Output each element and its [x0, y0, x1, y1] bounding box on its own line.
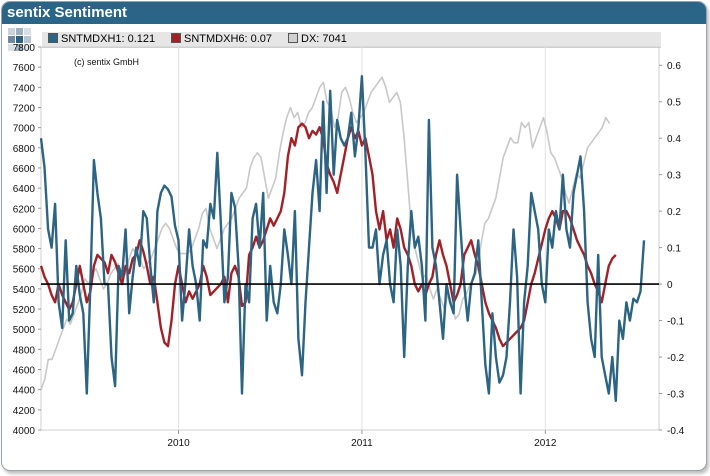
- legend-item-dx: DX: 7041: [288, 32, 347, 47]
- left-tick-label: 4200: [13, 406, 36, 417]
- right-tick-label: -0.2: [667, 353, 685, 364]
- title-bar: sentix Sentiment: [2, 2, 706, 24]
- plot-area: [40, 46, 660, 431]
- left-tick-label: 6600: [13, 164, 36, 175]
- widget-title: sentix Sentiment: [7, 4, 128, 21]
- right-tick-label: 0.5: [667, 98, 681, 109]
- left-tick-label: 7200: [13, 103, 36, 114]
- left-tick-label: 5200: [13, 305, 36, 316]
- right-tick-label: 0.6: [667, 61, 681, 72]
- right-tick-label: 0: [667, 280, 673, 291]
- left-tick-label: 5600: [13, 265, 36, 276]
- series-line-dx: [40, 76, 611, 390]
- series-line-sntmdxh6: [39, 122, 617, 348]
- series-layer: [39, 74, 659, 402]
- legend-label-sntmdxh6: SNTMDXH6: 0.07: [184, 33, 273, 45]
- x-tick-label: 2012: [534, 438, 557, 449]
- right-tick-label: 0.4: [667, 134, 681, 145]
- left-tick-label: 6000: [13, 224, 36, 235]
- x-tick-label: 2011: [351, 438, 373, 449]
- left-tick-label: 4600: [13, 366, 36, 377]
- left-tick-label: 4000: [13, 426, 36, 437]
- copyright-text: (c) sentix GmbH: [74, 57, 139, 67]
- left-tick-label: 4400: [13, 386, 36, 397]
- left-tick-label: 7600: [13, 63, 36, 74]
- axes: 4000 4200 4400 4600 4800 5000 5200 5400 5600 5800…: [13, 43, 685, 449]
- legend-label-sntmdxh1: SNTMDXH1: 0.121: [61, 33, 156, 45]
- legend-item-sntmdxh6: SNTMDXH6: 0.07: [171, 32, 272, 47]
- left-tick-label: 5400: [13, 285, 36, 296]
- left-tick-label: 5800: [13, 245, 36, 256]
- right-tick-label: 0.3: [667, 171, 681, 182]
- sentix-logo-icon: [8, 28, 31, 51]
- line-chart: 4000 4200 4400 4600 4800 5000 5200 5400 5600 5800…: [13, 43, 685, 449]
- right-tick-label: -0.3: [667, 390, 685, 401]
- legend-item-sntmdxh1: SNTMDXH1: 0.121: [48, 32, 155, 47]
- right-tick-label: -0.4: [667, 426, 685, 437]
- grid: [40, 46, 660, 431]
- series-line-sntmdxh1: [39, 74, 646, 402]
- left-tick-label: 4800: [13, 345, 36, 356]
- left-tick-label: 7400: [13, 83, 36, 94]
- left-tick-label: 6800: [13, 144, 36, 155]
- right-tick-label: 0.1: [667, 244, 681, 255]
- right-tick-label: 0.2: [667, 207, 681, 218]
- chart-legend: SNTMDXH1: 0.121 SNTMDXH6: 0.07 DX: 7041: [42, 32, 661, 48]
- left-tick-label: 6200: [13, 204, 36, 215]
- legend-swatch-sntmdxh1: [48, 33, 58, 43]
- left-tick-label: 5000: [13, 325, 36, 336]
- legend-swatch-dx: [288, 33, 298, 43]
- legend-label-dx: DX: 7041: [301, 33, 347, 45]
- left-tick-label: 6400: [13, 184, 36, 195]
- legend-swatch-sntmdxh6: [171, 33, 181, 43]
- left-tick-label: 7000: [13, 124, 36, 135]
- x-tick-label: 2010: [167, 438, 190, 449]
- right-tick-label: -0.1: [667, 317, 685, 328]
